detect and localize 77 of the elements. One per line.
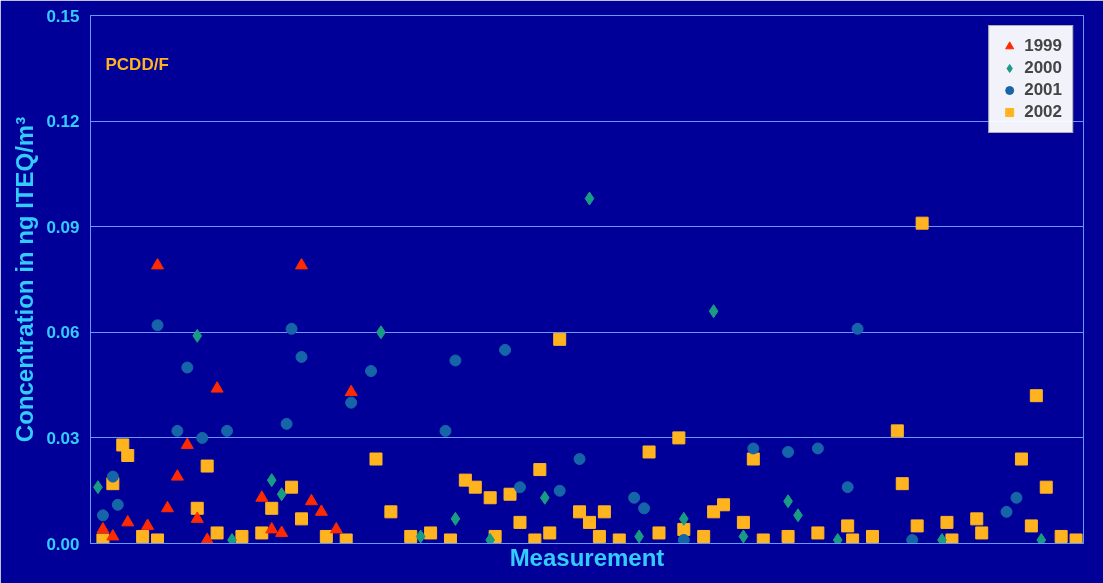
point bbox=[96, 509, 109, 522]
point bbox=[151, 319, 164, 332]
y-tick-label: 0.03 bbox=[46, 428, 80, 448]
point bbox=[344, 384, 358, 397]
point bbox=[295, 257, 309, 270]
point bbox=[832, 532, 843, 544]
point bbox=[151, 257, 165, 270]
annotation: PCDD/F bbox=[105, 54, 169, 74]
point bbox=[1000, 505, 1013, 518]
point bbox=[106, 529, 120, 541]
point bbox=[106, 470, 119, 483]
point bbox=[539, 490, 550, 505]
point bbox=[677, 533, 690, 544]
point bbox=[841, 481, 854, 494]
point bbox=[227, 532, 237, 544]
point bbox=[365, 365, 378, 378]
point bbox=[738, 529, 749, 544]
point bbox=[275, 525, 289, 537]
point bbox=[196, 431, 209, 444]
point bbox=[190, 511, 204, 523]
point bbox=[499, 343, 512, 356]
point bbox=[141, 518, 155, 530]
point bbox=[573, 453, 586, 466]
point bbox=[449, 354, 462, 367]
legend-label: 1999 bbox=[1024, 36, 1062, 56]
point bbox=[628, 491, 641, 504]
point bbox=[160, 500, 174, 513]
point bbox=[276, 487, 287, 502]
point bbox=[280, 417, 293, 430]
point bbox=[171, 424, 184, 437]
legend-label: 2000 bbox=[1024, 58, 1062, 78]
point bbox=[1036, 532, 1047, 544]
point bbox=[121, 514, 135, 527]
y-tick-label: 0.12 bbox=[46, 112, 80, 132]
point bbox=[851, 322, 864, 335]
point bbox=[782, 445, 795, 458]
y-tick-label: 0.15 bbox=[46, 6, 80, 26]
point bbox=[1010, 491, 1023, 504]
point bbox=[906, 533, 919, 544]
point bbox=[450, 511, 461, 526]
point bbox=[678, 511, 689, 526]
point bbox=[329, 521, 343, 534]
y-tick-label: 0.00 bbox=[46, 534, 80, 554]
x-axis-title: Measurement bbox=[509, 543, 665, 571]
point bbox=[265, 521, 279, 534]
y-axis-title: Concentration in ng ITEQ/m³ bbox=[11, 116, 39, 443]
point bbox=[170, 469, 184, 481]
point bbox=[304, 493, 318, 506]
point bbox=[314, 504, 328, 516]
point bbox=[584, 191, 595, 206]
point bbox=[192, 328, 203, 343]
point bbox=[747, 442, 760, 455]
point bbox=[415, 529, 426, 544]
point bbox=[485, 532, 496, 544]
point bbox=[439, 424, 452, 437]
point bbox=[181, 361, 194, 374]
legend-label: 2002 bbox=[1024, 102, 1062, 122]
point bbox=[811, 442, 824, 455]
y-tick-label: 0.09 bbox=[46, 217, 80, 237]
y-tick-label: 0.06 bbox=[46, 323, 80, 343]
point bbox=[210, 381, 224, 393]
point bbox=[513, 481, 526, 494]
point bbox=[295, 350, 308, 363]
point bbox=[96, 521, 110, 534]
point bbox=[708, 304, 719, 319]
point bbox=[937, 532, 947, 544]
legend-label: 2001 bbox=[1024, 80, 1062, 100]
point bbox=[255, 490, 269, 502]
point bbox=[200, 532, 214, 544]
point bbox=[345, 396, 358, 409]
point bbox=[180, 437, 194, 449]
point bbox=[285, 322, 298, 335]
point bbox=[111, 498, 124, 511]
point bbox=[553, 484, 566, 497]
point bbox=[221, 424, 234, 437]
point bbox=[638, 502, 651, 515]
point bbox=[266, 473, 277, 488]
